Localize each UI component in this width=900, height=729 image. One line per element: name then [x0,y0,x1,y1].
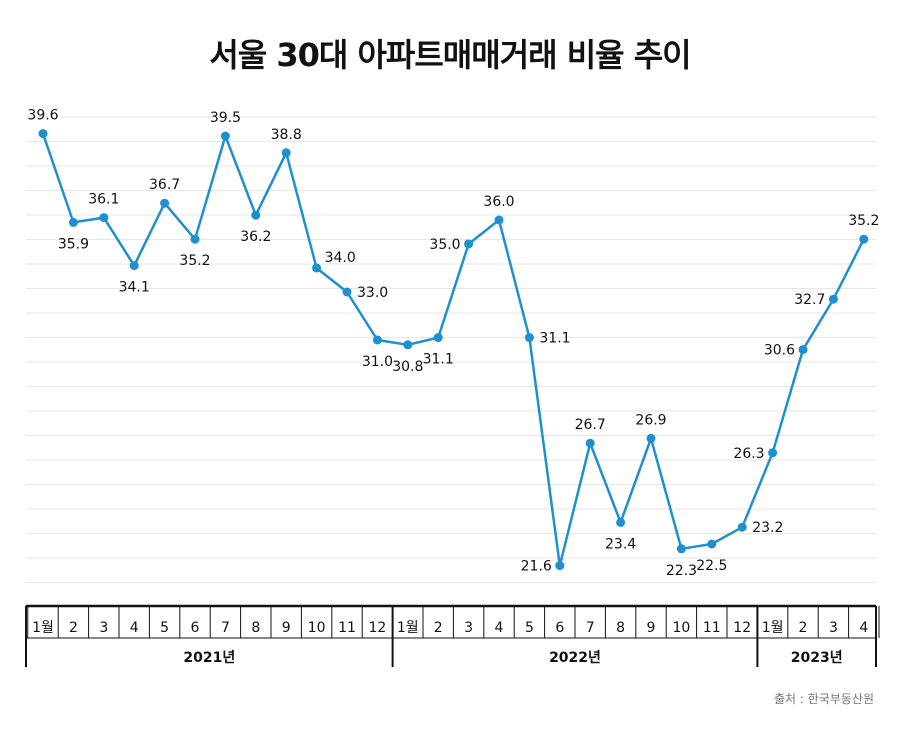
data-label: 23.4 [605,536,636,552]
data-point [251,210,261,220]
data-point [464,239,474,249]
data-point [433,333,443,343]
data-label: 31.1 [539,331,570,347]
month-label: 10 [308,620,326,636]
data-label: 35.0 [429,237,460,253]
data-point [737,522,747,532]
data-label: 31.0 [362,354,393,370]
data-label: 36.0 [483,194,514,210]
month-label: 3 [829,620,838,636]
data-label: 33.0 [357,285,388,301]
data-label: 31.1 [423,352,454,368]
data-point [676,544,686,554]
data-label: 36.2 [240,229,271,245]
data-point [524,333,534,343]
month-label: 4 [859,620,868,636]
x-axis: 1월 2 3 4 5 6 7 8 9 10 11 12 1월 2 3 4 5 6 7 8 9 10 11 12 1월 2 3 4 202… [25,604,880,667]
gridlines [26,116,876,583]
data-label: 26.9 [635,412,666,428]
month-label: 4 [130,620,139,636]
data-label: 30.8 [392,359,423,375]
year-label: 2023년 [791,650,843,666]
data-label: 39.6 [27,108,58,124]
data-label: 38.8 [271,127,302,143]
data-label: 35.2 [179,253,210,269]
year-label: 2022년 [549,650,601,666]
data-labels: 39.6 35.9 36.1 34.1 36.7 35.2 39.5 36.2 38.8 34.0… [27,108,879,579]
data-point [828,294,838,304]
month-label: 1월 [32,620,54,636]
data-point [312,263,322,273]
data-point [403,340,413,350]
data-point [38,129,48,139]
month-label: 12 [368,620,386,636]
data-point [129,261,139,271]
series-polyline [41,133,865,567]
data-point [372,335,382,345]
data-label: 34.1 [119,280,150,296]
data-label: 35.2 [848,213,879,229]
month-label: 10 [672,620,690,636]
month-label: 4 [495,620,504,636]
data-label: 34.0 [325,250,356,266]
month-label: 1월 [397,620,419,636]
data-label: 26.3 [733,446,764,462]
data-label: 22.5 [696,558,727,574]
data-label: 36.7 [149,177,180,193]
data-label: 36.1 [88,192,119,208]
data-point [616,517,626,527]
data-point [99,213,109,223]
month-label: 7 [221,620,230,636]
data-label: 39.5 [210,110,241,126]
data-point [707,539,717,549]
data-point [281,148,291,158]
month-label: 6 [555,620,564,636]
year-label: 2021년 [183,650,235,666]
data-point [859,234,869,244]
data-label: 32.7 [794,292,825,308]
data-point [585,438,595,448]
source-note: 출처 : 한국부동산원 [774,692,874,706]
month-label: 3 [464,620,473,636]
chart-title: 서울 30대 아파트매매거래 비율 추이 [209,36,691,74]
data-point [494,215,504,225]
month-label: 3 [99,620,108,636]
month-label: 9 [282,620,291,636]
data-label: 35.9 [58,236,89,252]
month-label: 2 [434,620,443,636]
month-label: 11 [703,620,721,636]
month-label: 2 [799,620,808,636]
month-label: 11 [338,620,356,636]
data-point [190,234,200,244]
month-label: 8 [251,620,260,636]
data-point [342,287,352,297]
data-label: 22.3 [666,563,697,579]
data-point [68,217,78,227]
month-label: 5 [160,620,169,636]
data-point [768,448,778,458]
month-label: 7 [586,620,595,636]
data-label: 21.6 [521,559,552,575]
month-label: 1월 [762,620,784,636]
data-point [555,561,565,571]
data-point [220,131,230,141]
data-label: 23.2 [752,520,783,536]
series-line [38,129,869,571]
month-label: 2 [69,620,78,636]
month-label: 6 [191,620,200,636]
data-point [160,198,170,208]
month-label: 12 [733,620,751,636]
data-label: 26.7 [575,417,606,433]
month-label: 9 [647,620,656,636]
month-label: 8 [616,620,625,636]
data-point [798,345,808,355]
data-point [646,433,656,443]
data-label: 30.6 [764,343,795,359]
month-label: 5 [525,620,534,636]
